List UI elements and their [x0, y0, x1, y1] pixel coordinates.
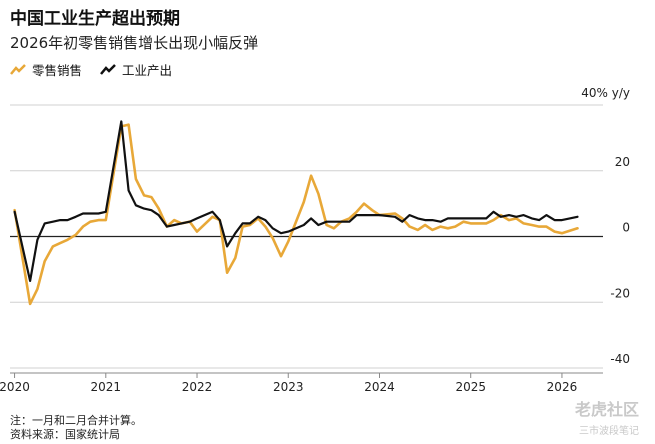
xtick-label-0: 2020	[0, 380, 30, 394]
series-line-industrial	[13, 120, 579, 282]
footnote-source: 资料来源：国家统计局	[10, 428, 120, 441]
series-line-retail	[13, 123, 579, 306]
legend-swatch-industrial	[100, 63, 116, 75]
ytick-label-3: -40	[610, 352, 630, 366]
chart-title: 中国工业生产超出预期	[10, 9, 180, 29]
ytick-label-0: 20	[615, 155, 630, 169]
ytick-label-2: -20	[610, 286, 630, 300]
xtick-label-4: 2024	[364, 380, 395, 394]
xtick-label-2: 2022	[182, 380, 213, 394]
legend: 零售销售 工业产出	[10, 60, 190, 79]
ytick-label-1: 0	[622, 221, 630, 235]
chart-subtitle: 2026年初零售销售增长出现小幅反弹	[10, 34, 259, 52]
legend-item-industrial: 工业产出	[100, 60, 172, 79]
footnotes: 注：一月和二月合并计算。 资料来源：国家统计局	[10, 414, 142, 442]
y-unit-label: 40% y/y	[581, 86, 630, 100]
xtick-label-3: 2023	[273, 380, 304, 394]
watermark: 老虎社区	[574, 400, 639, 419]
legend-swatch-retail	[10, 63, 26, 75]
watermark-sub: 三市波段笔记	[579, 426, 639, 437]
legend-item-retail: 零售销售	[10, 60, 82, 79]
legend-label-industrial: 工业产出	[122, 63, 173, 78]
xtick-label-5: 2025	[455, 380, 486, 394]
xtick-label-1: 2021	[91, 380, 122, 394]
xtick-label-6: 2026	[547, 380, 578, 394]
legend-label-retail: 零售销售	[32, 63, 83, 78]
footnote-note: 注：一月和二月合并计算。	[10, 414, 142, 427]
